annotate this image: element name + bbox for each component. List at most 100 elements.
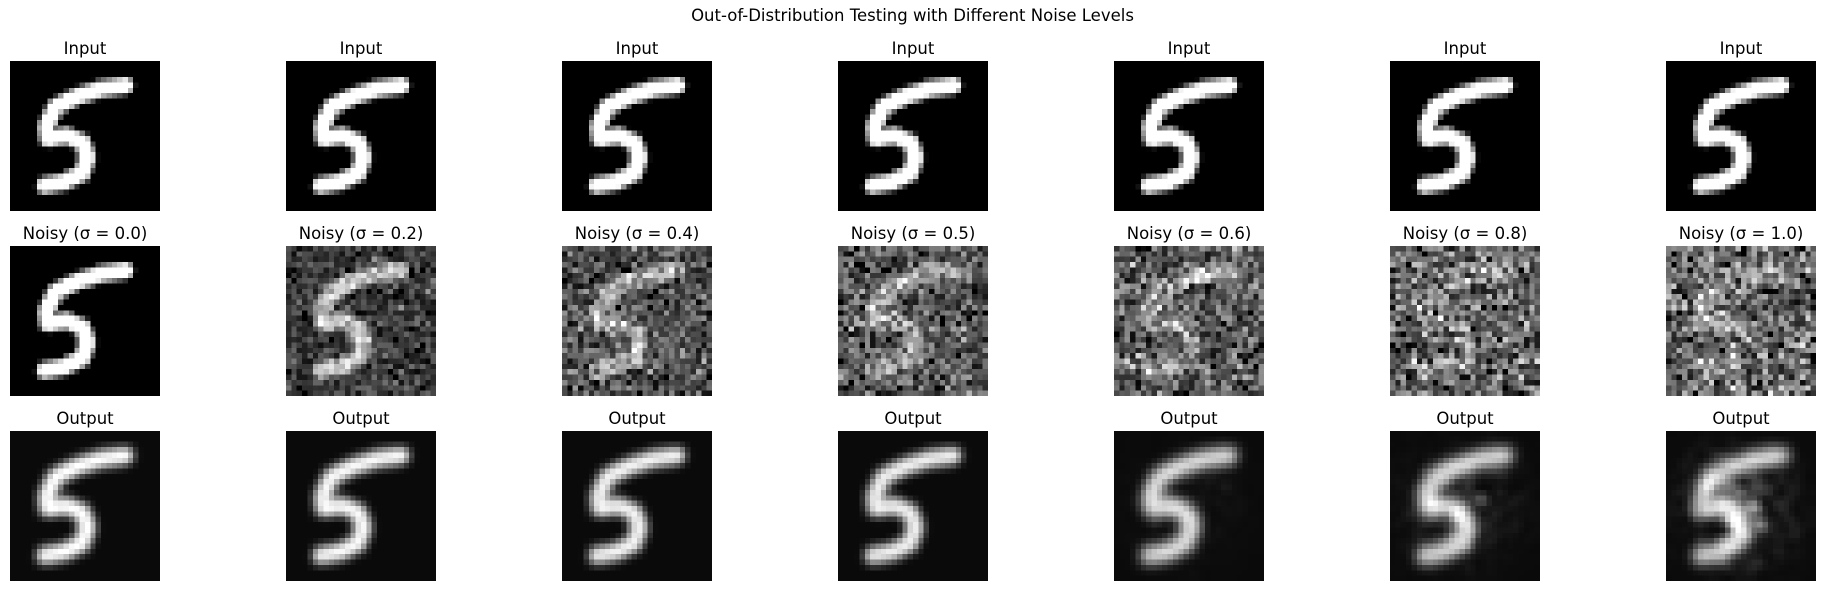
pixel xyxy=(631,103,638,110)
pixel xyxy=(339,184,346,190)
pixel xyxy=(604,194,611,201)
pixel xyxy=(902,189,908,196)
pixel xyxy=(1189,157,1195,163)
pixel xyxy=(631,114,638,121)
pixel xyxy=(1411,130,1417,137)
pixel xyxy=(85,130,91,137)
pixel xyxy=(1416,61,1423,67)
pixel xyxy=(334,152,340,158)
pixel xyxy=(950,141,956,147)
pixel xyxy=(1151,162,1157,169)
pixel xyxy=(854,130,860,137)
pixel xyxy=(685,136,691,142)
pixel xyxy=(1465,66,1471,72)
pixel xyxy=(939,125,946,131)
pixel xyxy=(934,162,940,169)
pixel xyxy=(1395,184,1401,190)
pixel xyxy=(838,205,844,211)
pixel xyxy=(1475,119,1482,126)
pixel xyxy=(1135,77,1141,83)
pixel xyxy=(1491,114,1498,121)
pixel xyxy=(286,194,292,201)
pixel xyxy=(1491,136,1498,142)
pixel xyxy=(669,77,675,83)
pixel xyxy=(31,61,37,67)
pixel xyxy=(312,141,319,147)
pixel xyxy=(578,119,584,126)
pixel xyxy=(679,178,686,185)
pixel xyxy=(1146,173,1152,179)
pixel xyxy=(85,66,91,72)
pixel xyxy=(1481,189,1487,196)
pixel xyxy=(923,200,930,206)
pixel xyxy=(685,200,691,206)
pixel xyxy=(111,114,118,121)
pixel xyxy=(1448,205,1455,211)
pixel xyxy=(663,178,670,185)
pixel xyxy=(923,114,930,121)
pixel xyxy=(685,130,691,137)
pixel xyxy=(52,93,59,99)
pixel xyxy=(138,98,145,104)
pixel xyxy=(291,130,297,137)
pixel xyxy=(562,119,568,126)
pixel xyxy=(669,168,675,174)
pixel xyxy=(1416,103,1423,110)
pixel xyxy=(875,162,881,169)
pixel xyxy=(101,168,107,174)
pixel xyxy=(302,205,308,211)
pixel xyxy=(1507,141,1514,147)
pixel xyxy=(843,184,849,190)
pixel xyxy=(934,82,940,88)
pixel xyxy=(982,82,988,88)
pixel xyxy=(896,146,903,153)
pixel xyxy=(971,98,978,104)
pixel xyxy=(154,173,160,179)
pixel xyxy=(339,93,346,99)
pixel xyxy=(1156,61,1163,67)
pixel xyxy=(929,109,935,115)
pixel xyxy=(393,136,399,142)
pixel xyxy=(1167,162,1174,169)
pixel xyxy=(31,168,37,174)
pixel xyxy=(1183,152,1190,158)
pixel xyxy=(1698,71,1704,78)
pixel xyxy=(604,103,611,110)
pixel xyxy=(361,98,367,104)
pixel xyxy=(950,61,956,67)
pixel xyxy=(26,194,32,201)
pixel xyxy=(377,173,383,179)
pixel xyxy=(58,82,64,88)
pixel xyxy=(291,146,297,153)
pixel xyxy=(20,66,27,72)
pixel xyxy=(90,141,96,147)
pixel xyxy=(583,82,589,88)
pixel xyxy=(966,184,973,190)
pixel xyxy=(1491,66,1498,72)
pixel xyxy=(1518,136,1525,142)
pixel xyxy=(63,194,70,201)
pixel xyxy=(594,168,600,174)
pixel xyxy=(106,189,112,196)
pixel xyxy=(47,71,53,78)
pixel xyxy=(1735,77,1742,83)
pixel xyxy=(923,77,930,83)
pixel xyxy=(1751,66,1758,72)
pixel xyxy=(36,162,43,169)
pixel xyxy=(945,157,951,163)
pixel xyxy=(1518,194,1525,201)
pixel xyxy=(20,71,27,78)
pixel xyxy=(1221,146,1227,153)
pixel xyxy=(1395,109,1401,115)
pixel xyxy=(101,71,107,78)
pixel xyxy=(939,87,946,94)
pixel xyxy=(377,114,383,121)
pixel xyxy=(1226,157,1232,163)
pixel xyxy=(615,141,622,147)
pixel xyxy=(1523,82,1530,88)
pixel xyxy=(1406,71,1412,78)
pixel xyxy=(679,93,686,99)
pixel xyxy=(701,71,707,78)
pixel xyxy=(414,152,421,158)
pixel xyxy=(1135,168,1141,174)
